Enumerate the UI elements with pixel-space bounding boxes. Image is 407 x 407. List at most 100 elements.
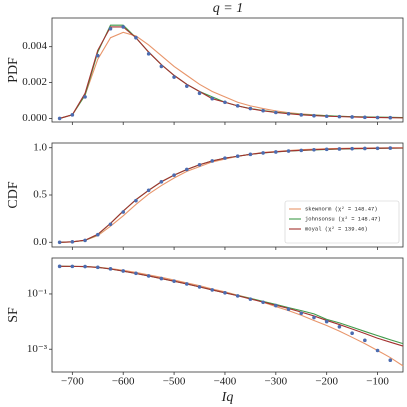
- y-tick-label: 0.0: [33, 236, 47, 248]
- data-point: [210, 288, 215, 292]
- data-point: [248, 297, 253, 301]
- data-point: [83, 238, 87, 243]
- data-point: [134, 271, 138, 276]
- data-point: [95, 232, 100, 237]
- data-point: [159, 64, 164, 69]
- data-point: [363, 115, 367, 120]
- data-point: [261, 300, 265, 305]
- x-tick-label: −200: [315, 376, 338, 388]
- data-point: [121, 269, 126, 273]
- x-tick-label: −400: [214, 376, 237, 388]
- y-tick-label: 0.004: [22, 40, 47, 52]
- data-point: [197, 285, 202, 289]
- y-tick-label: 10⁻³: [27, 343, 48, 355]
- y-axis-label: PDF: [6, 57, 21, 83]
- data-point: [223, 156, 227, 160]
- data-point: [286, 149, 291, 153]
- data-point: [134, 198, 138, 203]
- plot-frame: [51, 17, 404, 123]
- data-point: [248, 152, 253, 157]
- data-point: [185, 282, 189, 286]
- y-tick-label: 10⁻¹: [27, 287, 47, 299]
- data-point: [286, 111, 291, 116]
- data-point: [274, 110, 278, 115]
- data-point: [324, 319, 329, 324]
- data-point: [375, 115, 380, 120]
- fit-curve: [59, 26, 404, 119]
- data-point: [274, 150, 278, 154]
- fit-curve: [59, 265, 404, 347]
- y-axis-label: CDF: [6, 181, 21, 208]
- data-point: [57, 116, 62, 121]
- data-point: [223, 100, 227, 105]
- data-point: [134, 35, 138, 40]
- data-point: [185, 167, 189, 172]
- data-point: [172, 279, 176, 283]
- data-point: [312, 148, 316, 152]
- data-point: [223, 291, 227, 295]
- data-point: [159, 276, 164, 281]
- y-tick-label: 0.5: [33, 189, 47, 201]
- data-point: [324, 114, 329, 119]
- fit-curve: [59, 31, 404, 119]
- panel: −700 −600 −500 −400 −300 −200 −100 Iq 10⁻¹ 10⁻³ SF: [6, 257, 404, 405]
- data-point: [172, 75, 176, 79]
- data-point: [299, 113, 304, 117]
- data-point: [121, 25, 126, 29]
- data-point: [57, 240, 62, 245]
- data-point: [261, 108, 265, 113]
- data-point: [350, 331, 354, 336]
- data-point: [375, 146, 380, 151]
- x-tick-label: −500: [163, 376, 186, 388]
- fit-curve: [59, 147, 404, 243]
- data-point: [248, 106, 253, 111]
- data-point: [108, 26, 113, 31]
- data-point: [312, 315, 316, 320]
- data-point: [312, 113, 316, 118]
- data-point: [121, 210, 126, 214]
- data-point: [274, 303, 278, 308]
- data-point: [210, 96, 215, 101]
- legend-label: johnsonsu (χ² = 148.47): [305, 215, 381, 222]
- panel: 0.0 0.5 1.0 CDF skewnorm (χ² = 148.47) johnso…: [6, 141, 404, 250]
- data-point: [172, 173, 176, 177]
- data-point: [337, 114, 342, 119]
- data-point: [324, 147, 329, 152]
- x-tick-label: −100: [366, 376, 389, 388]
- y-tick-label: 0.000: [22, 112, 47, 124]
- data-point: [363, 146, 367, 151]
- data-point: [83, 264, 87, 269]
- x-axis-label: Iq: [221, 390, 234, 405]
- data-point: [185, 84, 189, 88]
- figure-title: q = 1: [213, 1, 243, 16]
- data-point: [108, 222, 113, 227]
- data-point: [146, 188, 151, 193]
- y-tick-label: 1.0: [33, 141, 47, 153]
- x-tick-label: −600: [112, 376, 135, 388]
- x-tick-label: −300: [264, 376, 287, 388]
- fit-curve: [59, 265, 404, 367]
- data-point: [235, 154, 240, 159]
- legend-label: moyal (χ² = 139.46): [305, 225, 368, 232]
- data-point: [286, 307, 291, 312]
- data-point: [388, 146, 393, 150]
- legend-box: [284, 200, 400, 244]
- data-point: [197, 91, 202, 96]
- data-point: [299, 148, 304, 153]
- plot-frame: [51, 257, 404, 373]
- data-point: [57, 264, 62, 269]
- data-point: [146, 274, 151, 278]
- data-point: [70, 264, 75, 269]
- data-point: [197, 162, 202, 167]
- data-point: [70, 113, 75, 117]
- data-point: [146, 52, 151, 56]
- data-point: [375, 348, 380, 353]
- data-point: [83, 95, 87, 99]
- data-point: [388, 115, 393, 120]
- data-point: [337, 147, 342, 151]
- data-point: [261, 151, 265, 155]
- y-axis-label: SF: [6, 307, 21, 323]
- data-point: [159, 179, 164, 184]
